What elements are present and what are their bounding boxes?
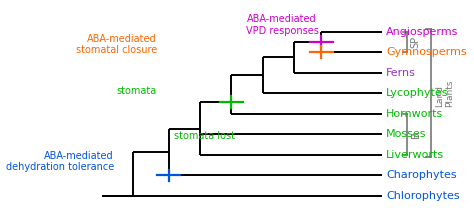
Text: Liverworts: Liverworts (386, 150, 444, 160)
Text: Land
Plants: Land Plants (435, 79, 454, 107)
Text: stomata: stomata (117, 86, 157, 96)
Text: B: B (410, 131, 420, 138)
Text: ABA-mediated
VPD responses: ABA-mediated VPD responses (246, 14, 319, 36)
Text: Chlorophytes: Chlorophytes (386, 191, 459, 201)
Text: Charophytes: Charophytes (386, 170, 456, 180)
Text: stomata lost: stomata lost (174, 131, 236, 141)
Text: Gymnosperms: Gymnosperms (386, 47, 466, 57)
Text: Angiosperms: Angiosperms (386, 27, 458, 37)
Text: Hornworts: Hornworts (386, 109, 443, 119)
Text: ABA-mediated
stomatal closure: ABA-mediated stomatal closure (76, 34, 157, 55)
Text: Lycophytes: Lycophytes (386, 88, 448, 98)
Text: Ferns: Ferns (386, 68, 416, 78)
Text: SP: SP (410, 36, 420, 48)
Text: ABA-mediated
dehydration tolerance: ABA-mediated dehydration tolerance (6, 151, 114, 172)
Text: Mosses: Mosses (386, 129, 427, 139)
